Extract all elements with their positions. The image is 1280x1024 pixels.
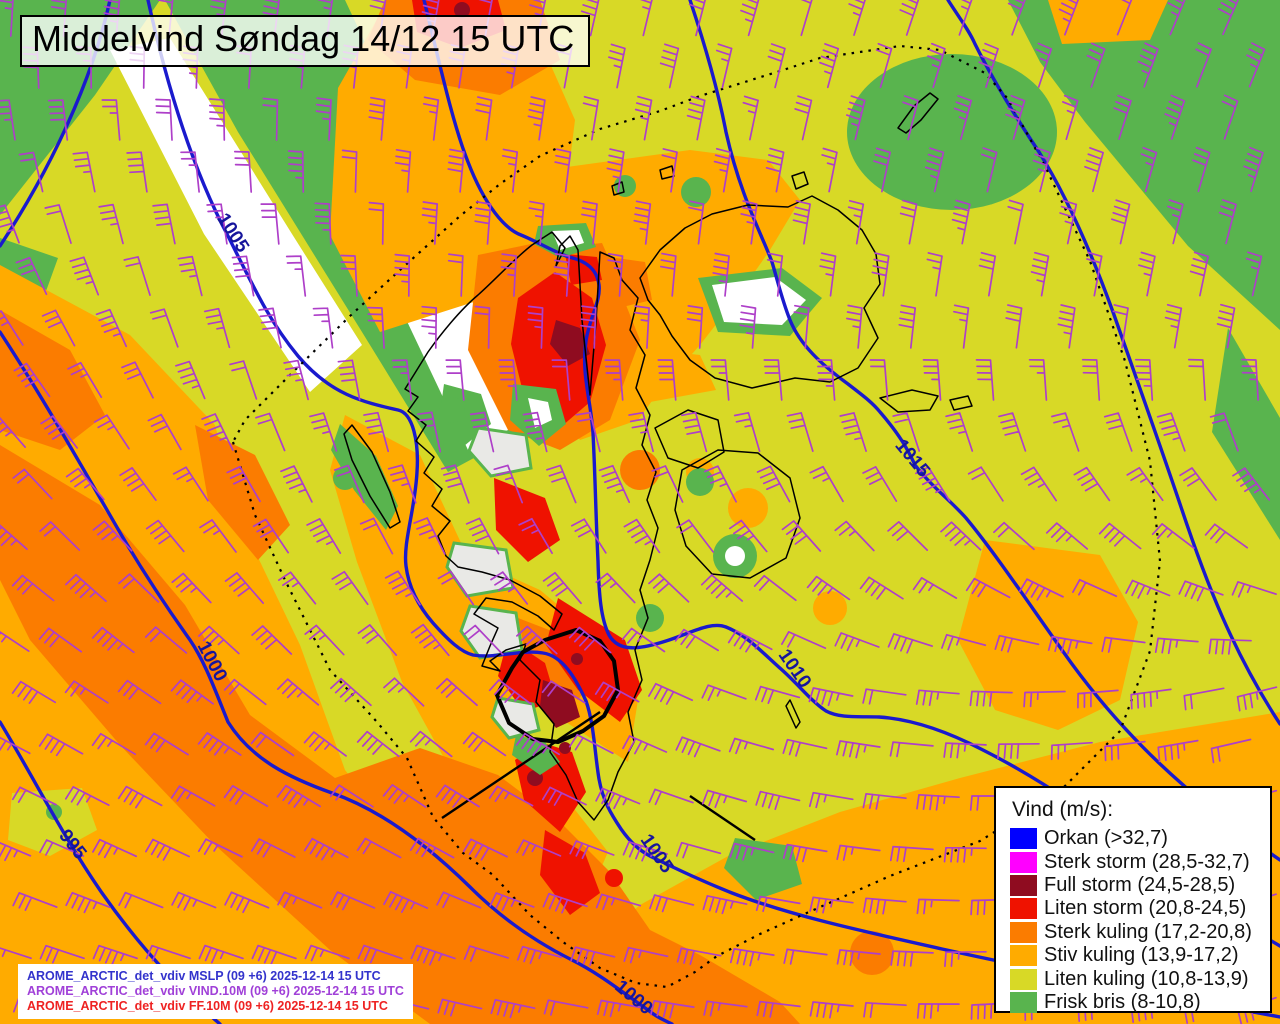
- legend-color-swatch: [1010, 945, 1037, 967]
- isobar-1020: [946, 0, 1280, 726]
- legend-item: Sterk kuling (17,2-20,8): [1010, 921, 1270, 944]
- legend-item: Full storm (24,5-28,5): [1010, 874, 1270, 897]
- coast-kong-karls-land: [879, 389, 939, 413]
- coast-edgeoya: [674, 449, 801, 579]
- legend-label: Full storm (24,5-28,5): [1044, 873, 1236, 896]
- wind-legend: Vind (m/s): Orkan (>32,7) Sterk storm (28…: [994, 786, 1272, 1013]
- legend-item: Stiv kuling (13,9-17,2): [1010, 944, 1270, 967]
- legend-color-swatch: [1010, 968, 1037, 990]
- legend-item: Frisk bris (8-10,8): [1010, 991, 1270, 1014]
- legend-color-swatch: [1010, 991, 1037, 1013]
- attribution-line: AROME_ARCTIC_det_vdiv FF.10M (09 +6) 202…: [27, 999, 388, 1013]
- legend-item: Liten kuling (10,8-13,9): [1010, 967, 1270, 990]
- coastlines: [343, 92, 973, 821]
- isobar-1000: [0, 330, 674, 1024]
- legend-item: Orkan (>32,7): [1010, 827, 1270, 850]
- legend-label: Liten kuling (10,8-13,9): [1044, 967, 1249, 990]
- legend-color-swatch: [1010, 828, 1037, 850]
- isobar-1010: [422, 0, 1280, 948]
- legend-item: Sterk storm (28,5-32,7): [1010, 850, 1270, 873]
- legend-title: Vind (m/s):: [1012, 798, 1114, 821]
- coast-spitsbergen: [404, 231, 659, 821]
- legend-color-swatch: [1010, 921, 1037, 943]
- coast-nordaustlandet: [639, 195, 881, 389]
- legend-label: Orkan (>32,7): [1044, 827, 1168, 850]
- map-title: Middelvind Søndag 14/12 15 UTC: [20, 15, 591, 67]
- attribution-line: AROME_ARCTIC_det_vdiv MSLP (09 +6) 2025-…: [27, 969, 381, 983]
- legend-label: Sterk kuling (17,2-20,8): [1044, 920, 1252, 943]
- model-attribution: AROME_ARCTIC_det_vdiv MSLP (09 +6) 2025-…: [18, 964, 413, 1019]
- isobar-1015: [688, 0, 1280, 862]
- legend-color-swatch: [1010, 874, 1037, 896]
- coast-storoya: [791, 171, 809, 190]
- attribution-line: AROME_ARCTIC_det_vdiv VIND.10M (09 +6) 2…: [27, 984, 404, 998]
- legend-label: Frisk bris (8-10,8): [1044, 990, 1201, 1013]
- legend-item: Liten storm (20,8-24,5): [1010, 897, 1270, 920]
- coast-prins-karls-forland: [343, 424, 401, 529]
- legend-label: Stiv kuling (13,9-17,2): [1044, 944, 1239, 967]
- section-line-short: [689, 795, 756, 841]
- coast-barentsoya: [654, 409, 725, 469]
- legend-label: Sterk storm (28,5-32,7): [1044, 850, 1250, 873]
- legend-label: Liten storm (20,8-24,5): [1044, 897, 1247, 920]
- legend-color-swatch: [1010, 851, 1037, 873]
- area-outline-nordenskiold: [495, 628, 620, 744]
- coast-hopen: [785, 699, 801, 729]
- legend-color-swatch: [1010, 898, 1037, 920]
